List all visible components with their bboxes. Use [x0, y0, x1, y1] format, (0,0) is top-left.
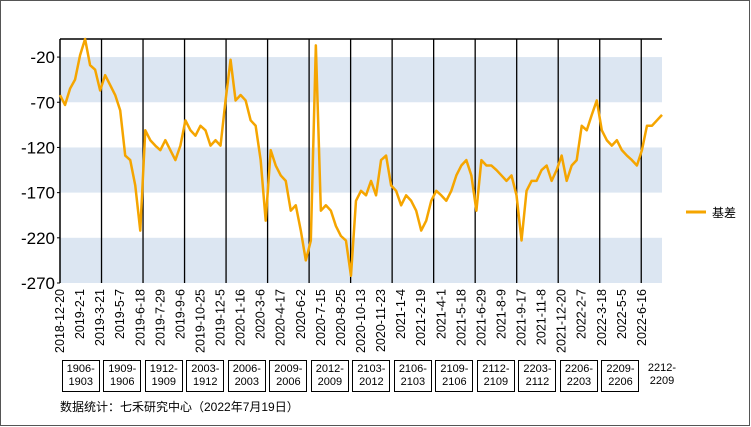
legend-label: 基差: [712, 206, 736, 220]
x-tick-label: 2020-6-2: [294, 289, 308, 339]
x-tick-label: 2021-9-17: [515, 289, 529, 346]
x-tick-label: 2021-6-29: [474, 289, 488, 346]
x-tick-label: 2019-5-7: [113, 289, 127, 339]
x-tick-label: 2018-12-20: [53, 289, 67, 353]
y-tick-label: -70: [30, 93, 55, 112]
x-tick-label: 2019-9-6: [173, 289, 187, 339]
segment-label: 2206-2203: [559, 360, 598, 392]
segment-label: 2006-2003: [227, 360, 266, 392]
x-tick-label: 2021-11-8: [535, 289, 549, 345]
x-tick-label: 2020-11-23: [374, 289, 388, 352]
x-tick-label: 2020-4-17: [274, 289, 288, 346]
x-tick-label: 2022-5-5: [615, 289, 629, 339]
x-tick-label: 2022-2-7: [575, 289, 589, 339]
segment-label: 2203-2112: [518, 360, 557, 392]
segment-label: 2212-2209: [647, 362, 677, 387]
segment-label: 2112-2109: [476, 360, 515, 392]
segment-label: 1906-1903: [61, 360, 100, 392]
segment-label: 2009-2006: [269, 360, 308, 392]
band: [60, 237, 662, 283]
x-tick-label: 2020-10-13: [354, 289, 368, 353]
x-tick-label: 2020-1-16: [234, 289, 248, 346]
y-tick-label: -20: [30, 48, 55, 67]
x-tick-label: 2021-5-18: [454, 289, 468, 346]
x-tick-label: 2020-3-6: [254, 289, 268, 339]
y-tick-label: -120: [21, 138, 55, 157]
x-tick-label: 2021-4-1: [434, 289, 448, 339]
x-tick-label: 2022-6-16: [635, 289, 649, 346]
x-tick-label: 2020-8-25: [334, 289, 348, 346]
x-tick-label: 2019-6-18: [133, 289, 147, 346]
segment-label: 2109-2106: [435, 360, 474, 392]
x-tick-label: 2022-3-18: [595, 289, 609, 346]
line: [58, 37, 663, 278]
x-tick-label: 2021-1-4: [394, 289, 408, 339]
x-tick-label: 2019-12-5: [214, 289, 228, 346]
y-tick-label: -220: [21, 229, 55, 248]
x-tick-label: 2019-3-21: [93, 289, 107, 346]
x-tick-label: 2019-10-25: [193, 289, 207, 353]
segment-label: 2012-2009: [310, 360, 349, 392]
x-tick-label: 2019-7-29: [153, 289, 167, 346]
x-tick-label: 2021-8-9: [494, 289, 508, 339]
band: [60, 147, 662, 193]
x-tick-label: 2020-7-15: [314, 289, 328, 346]
segment-label: 2103-2012: [352, 360, 391, 392]
segment-label: 2003-1912: [186, 360, 225, 392]
segment-label: 1912-1909: [144, 360, 183, 392]
y-tick-label: -270: [21, 274, 55, 293]
segment-label: 2106-2103: [393, 360, 432, 392]
x-tick-label: 2021-12-20: [555, 289, 569, 353]
band: [60, 57, 662, 103]
source: 数据统计：七禾研究中心（2022年7月19日）: [60, 399, 299, 414]
x-tick-label: 2021-2-19: [414, 289, 428, 346]
segment-label: 2209-2206: [601, 360, 640, 392]
segment-label: 1909-1906: [103, 360, 142, 392]
x-tick-label: 2019-2-1: [73, 289, 87, 339]
y-tick-label: -170: [21, 184, 55, 203]
